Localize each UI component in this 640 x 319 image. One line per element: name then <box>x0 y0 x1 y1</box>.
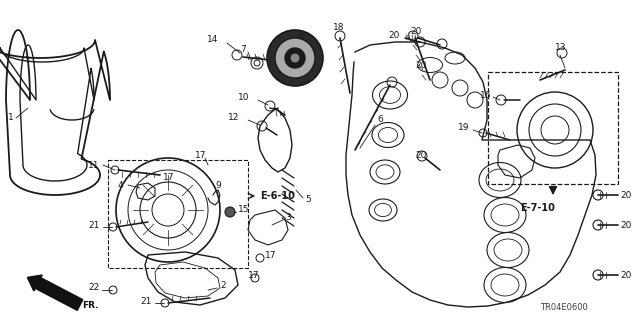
FancyArrow shape <box>28 275 83 310</box>
Text: 9: 9 <box>215 181 221 189</box>
Text: 20: 20 <box>410 27 421 36</box>
Text: 11: 11 <box>88 160 99 169</box>
Text: 17: 17 <box>195 151 207 160</box>
Text: FR.: FR. <box>82 300 99 309</box>
Text: E-6-10: E-6-10 <box>260 191 295 201</box>
Text: 12: 12 <box>228 114 239 122</box>
Text: 13: 13 <box>555 43 566 53</box>
Text: 10: 10 <box>238 93 250 102</box>
Circle shape <box>275 38 315 78</box>
Text: 14: 14 <box>207 35 218 44</box>
Text: 4: 4 <box>118 181 124 189</box>
Text: 8: 8 <box>297 32 303 41</box>
Text: 7: 7 <box>240 46 246 55</box>
Text: 20: 20 <box>415 151 426 160</box>
Circle shape <box>290 53 300 63</box>
Text: 1: 1 <box>8 114 13 122</box>
Text: 16: 16 <box>480 91 492 100</box>
Text: 6: 6 <box>377 115 383 124</box>
Text: 20: 20 <box>415 61 426 70</box>
Text: 22: 22 <box>88 284 99 293</box>
Text: 15: 15 <box>238 205 250 214</box>
Text: 19: 19 <box>458 123 470 132</box>
Circle shape <box>225 207 235 217</box>
Text: 20: 20 <box>620 271 632 279</box>
Text: 17: 17 <box>265 250 276 259</box>
Text: 17: 17 <box>163 174 175 182</box>
Text: 18: 18 <box>333 24 344 33</box>
Text: E-7-10: E-7-10 <box>520 203 555 213</box>
Text: TR04E0600: TR04E0600 <box>540 303 588 313</box>
Text: 21: 21 <box>88 220 99 229</box>
Text: 20: 20 <box>620 190 632 199</box>
Text: 2: 2 <box>220 280 226 290</box>
Text: 3: 3 <box>285 213 291 222</box>
Text: 20: 20 <box>620 220 632 229</box>
Text: 20: 20 <box>388 31 399 40</box>
Circle shape <box>285 48 305 68</box>
Text: 21: 21 <box>140 298 152 307</box>
Text: 5: 5 <box>305 196 311 204</box>
Text: 17: 17 <box>248 271 259 279</box>
Circle shape <box>267 30 323 86</box>
